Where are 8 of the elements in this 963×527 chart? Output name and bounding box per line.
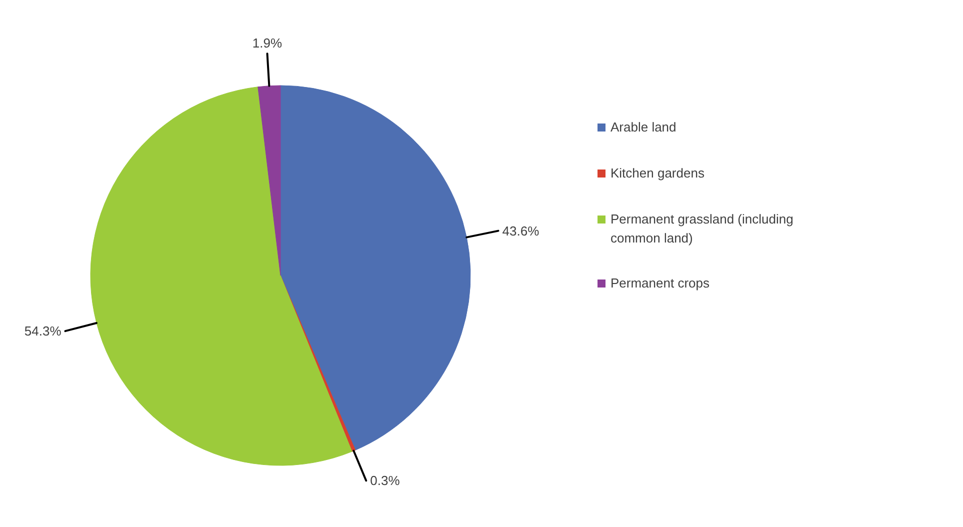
legend-label: Permanent grassland (including common land) — [610, 212, 794, 246]
data-label: 43.6% — [502, 223, 540, 238]
data-label: 0.3% — [370, 473, 400, 488]
legend-label: Permanent crops — [610, 276, 710, 290]
data-label: 54.3% — [24, 324, 62, 339]
data-label: 1.9% — [252, 36, 283, 51]
legend-label: Kitchen gardens — [610, 166, 705, 180]
legend-label: Arable land — [610, 120, 676, 134]
